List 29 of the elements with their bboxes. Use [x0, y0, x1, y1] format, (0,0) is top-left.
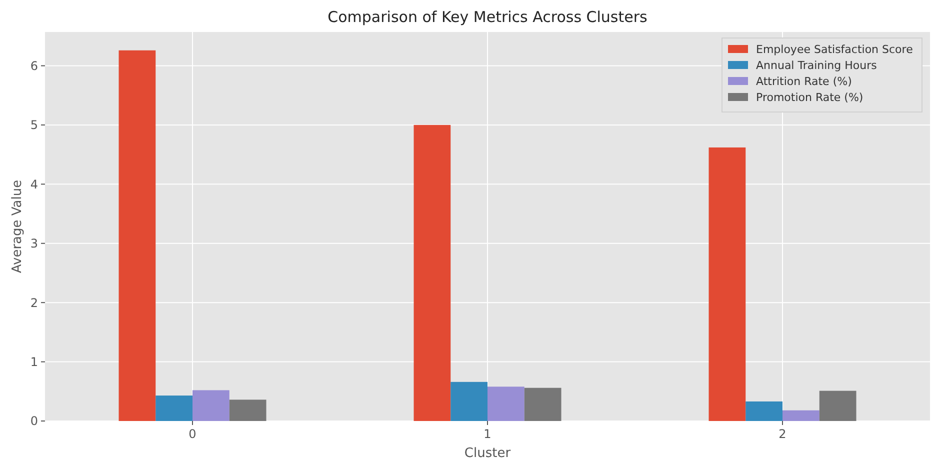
- bar: [229, 400, 266, 421]
- x-tick-label: 0: [188, 427, 196, 441]
- chart-title: Comparison of Key Metrics Across Clusters: [328, 8, 648, 26]
- y-tick-label: 3: [30, 236, 38, 251]
- legend-label: Annual Training Hours: [756, 58, 878, 72]
- legend-label: Promotion Rate (%): [756, 90, 864, 104]
- y-tick-label: 0: [30, 414, 38, 428]
- bar: [156, 396, 192, 421]
- bar: [708, 147, 746, 421]
- bar: [782, 410, 820, 421]
- bar: [488, 386, 524, 421]
- bar: [118, 50, 156, 421]
- y-tick-label: 1: [30, 354, 38, 369]
- x-tick-label: 2: [778, 427, 786, 441]
- legend-label: Employee Satisfaction Score: [756, 42, 914, 56]
- y-tick-label: 4: [30, 177, 38, 192]
- bar: [192, 390, 230, 421]
- x-tick-label: 1: [484, 427, 492, 441]
- bar: [819, 390, 856, 421]
- bar: [414, 124, 451, 421]
- y-tick-label: 5: [30, 118, 38, 132]
- bar: [746, 401, 782, 421]
- legend-label: Attrition Rate (%): [756, 74, 852, 88]
- y-tick-label: 6: [30, 58, 38, 73]
- bar: [524, 388, 562, 421]
- x-axis-title: Cluster: [464, 446, 512, 461]
- bar: [450, 382, 488, 421]
- y-axis-title: Average Value: [10, 180, 25, 274]
- y-tick-label: 2: [30, 296, 38, 310]
